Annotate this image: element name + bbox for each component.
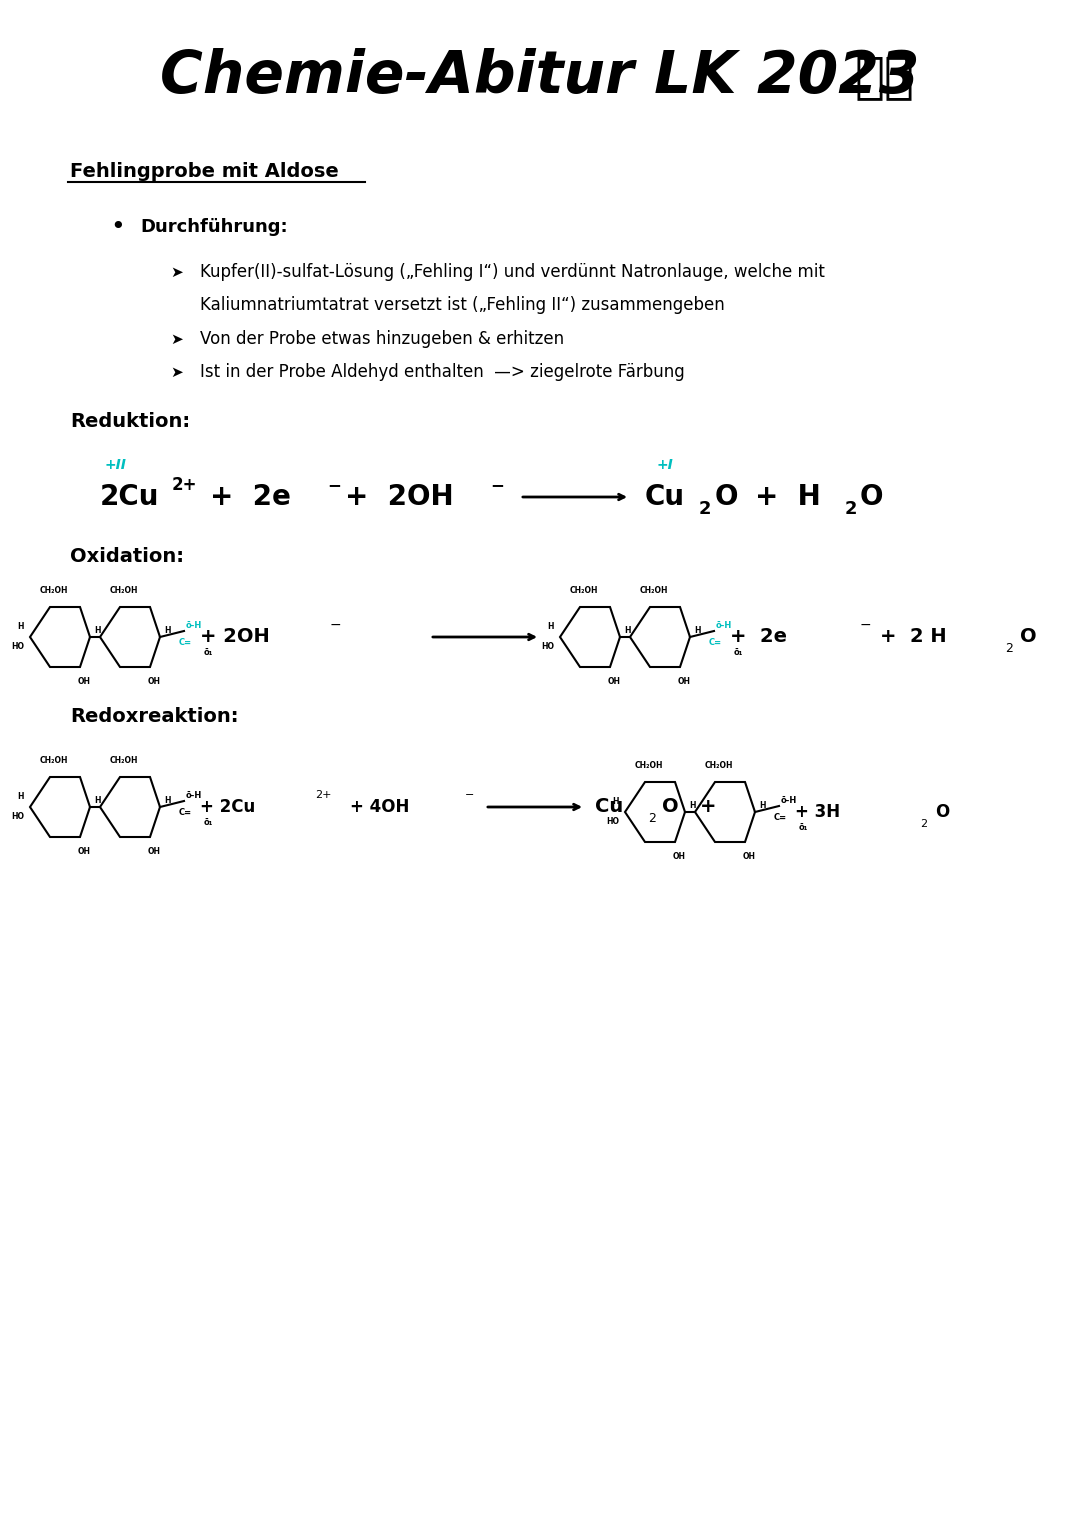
Text: 2Cu: 2Cu [100, 483, 160, 512]
Text: +  2e: + 2e [210, 483, 291, 512]
Text: 2+: 2+ [172, 476, 198, 495]
Text: CH₂OH: CH₂OH [110, 756, 138, 765]
Text: ō₁: ō₁ [204, 818, 214, 828]
Text: H: H [759, 802, 766, 811]
Text: −: − [327, 476, 341, 495]
Text: Kupfer(II)-sulfat-Lösung („Fehling I“) und verdünnt Natronlauge, welche mit: Kupfer(II)-sulfat-Lösung („Fehling I“) u… [200, 263, 825, 281]
Text: 2: 2 [920, 818, 927, 829]
Text: C=: C= [774, 814, 787, 823]
Text: OH: OH [148, 676, 161, 686]
Text: ō-H: ō-H [716, 621, 732, 631]
Text: H: H [694, 626, 701, 635]
Text: CH₂OH: CH₂OH [705, 760, 733, 770]
Text: H: H [612, 797, 619, 806]
Text: H: H [94, 797, 100, 806]
Text: OH: OH [743, 852, 756, 861]
Text: CH₂OH: CH₂OH [570, 586, 598, 596]
Text: O: O [662, 797, 678, 817]
Text: C=: C= [179, 808, 192, 817]
Text: OH: OH [673, 852, 686, 861]
Text: C=: C= [708, 638, 723, 647]
Text: Cu: Cu [595, 797, 623, 817]
Text: ō-H: ō-H [186, 621, 202, 631]
Text: OH: OH [78, 847, 91, 857]
Text: C=: C= [179, 638, 192, 647]
Text: + 3H: + 3H [795, 803, 840, 822]
Text: HO: HO [11, 812, 24, 822]
Text: −: − [330, 618, 341, 632]
Text: 2: 2 [1005, 643, 1013, 655]
Text: H: H [17, 793, 24, 802]
Text: O: O [1020, 628, 1037, 646]
Text: H: H [17, 623, 24, 632]
Text: O: O [935, 803, 949, 822]
Text: Reduktion:: Reduktion: [70, 412, 190, 432]
Text: Chemie-Abitur LK 2023: Chemie-Abitur LK 2023 [160, 49, 920, 105]
Text: −: − [465, 789, 474, 800]
Text: + 2Cu: + 2Cu [200, 799, 255, 815]
Text: Fehlingprobe mit Aldose: Fehlingprobe mit Aldose [70, 162, 339, 182]
Text: OH: OH [677, 676, 690, 686]
Text: CH₂OH: CH₂OH [110, 586, 138, 596]
Text: Oxidation:: Oxidation: [70, 548, 184, 567]
Text: ō₁: ō₁ [734, 649, 743, 658]
Text: −: − [860, 618, 872, 632]
Text: −: − [490, 476, 504, 495]
Text: ō-H: ō-H [781, 797, 797, 806]
Text: 2: 2 [845, 499, 858, 518]
Text: 2: 2 [648, 812, 656, 826]
Text: 2+: 2+ [315, 789, 332, 800]
Text: H: H [94, 626, 100, 635]
Text: CH₂OH: CH₂OH [635, 760, 663, 770]
Text: +  2 H: + 2 H [880, 628, 947, 646]
Text: •: • [110, 215, 125, 240]
Text: + 2OH: + 2OH [200, 628, 270, 646]
Text: HO: HO [606, 817, 619, 826]
Text: +  H: + H [755, 483, 821, 512]
Text: CH₂OH: CH₂OH [40, 586, 68, 596]
Text: OH: OH [148, 847, 161, 857]
Text: + 4OH: + 4OH [350, 799, 409, 815]
Text: H: H [689, 802, 696, 811]
Text: +II: +II [104, 458, 126, 472]
Text: HO: HO [541, 643, 554, 652]
Text: H: H [624, 626, 631, 635]
Text: OH: OH [607, 676, 621, 686]
Text: H: H [164, 626, 171, 635]
Text: Von der Probe etwas hinzugeben & erhitzen: Von der Probe etwas hinzugeben & erhitze… [200, 330, 564, 348]
Text: +  2e: + 2e [730, 628, 787, 646]
Text: Durchführung:: Durchführung: [140, 218, 287, 237]
Text: ō₁: ō₁ [204, 649, 214, 658]
Text: 🧪🧪: 🧪🧪 [855, 53, 915, 101]
Text: H: H [548, 623, 554, 632]
Text: ō-H: ō-H [186, 791, 202, 800]
Text: ➤: ➤ [170, 264, 183, 279]
Text: +: + [700, 797, 716, 817]
Text: +  2OH: + 2OH [345, 483, 454, 512]
Text: 2: 2 [699, 499, 712, 518]
Text: Kaliumnatriumtatrat versetzt ist („Fehling II“) zusammengeben: Kaliumnatriumtatrat versetzt ist („Fehli… [200, 296, 725, 315]
Text: Redoxreaktion:: Redoxreaktion: [70, 707, 239, 727]
Text: Cu: Cu [645, 483, 685, 512]
Text: +I: +I [657, 458, 673, 472]
Text: ➤: ➤ [170, 365, 183, 380]
Text: HO: HO [11, 643, 24, 652]
Text: ō₁: ō₁ [799, 823, 808, 832]
Text: CH₂OH: CH₂OH [639, 586, 669, 596]
Text: O: O [860, 483, 883, 512]
Text: O: O [715, 483, 739, 512]
Text: OH: OH [78, 676, 91, 686]
Text: CH₂OH: CH₂OH [40, 756, 68, 765]
Text: H: H [164, 797, 171, 806]
Text: Ist in der Probe Aldehyd enthalten  —> ziegelrote Färbung: Ist in der Probe Aldehyd enthalten —> zi… [200, 363, 685, 382]
Text: ➤: ➤ [170, 331, 183, 347]
